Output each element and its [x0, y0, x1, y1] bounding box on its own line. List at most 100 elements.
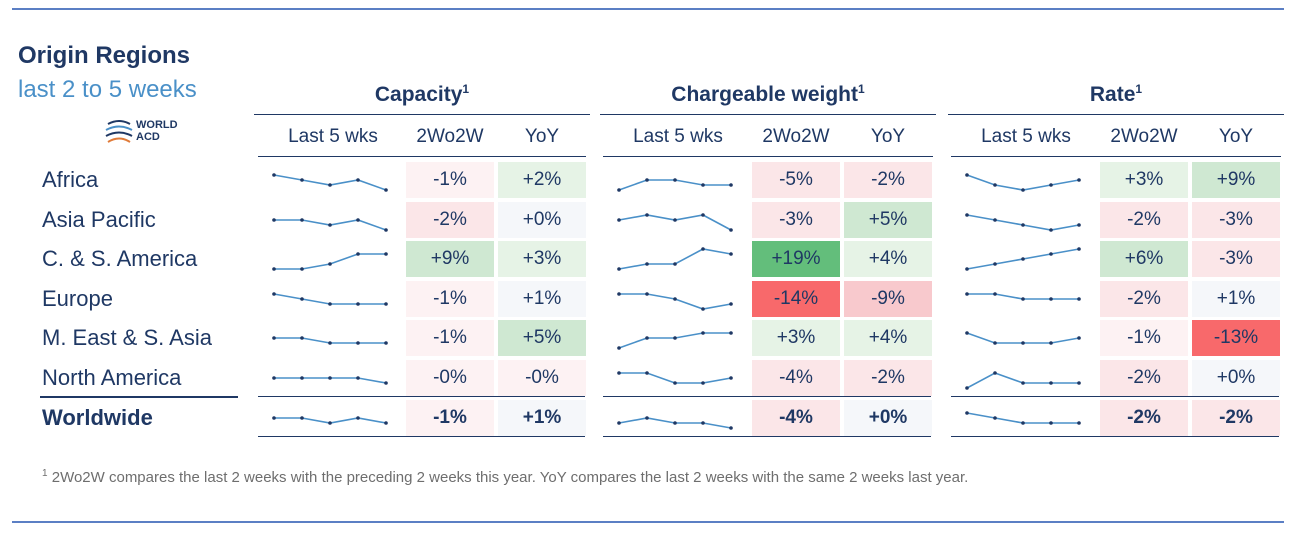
sparkline-point — [328, 421, 332, 425]
col-header-last5: Last 5 wks — [633, 126, 723, 147]
sparkline-point — [729, 302, 733, 306]
sparkline-point — [300, 416, 304, 420]
sparkline-point — [701, 331, 705, 335]
sparkline-line — [966, 372, 1079, 389]
sparkline-capacity — [272, 252, 388, 271]
sparkline-point — [729, 228, 733, 232]
sparkline-point — [965, 213, 969, 217]
sparkline-point — [1077, 178, 1081, 182]
capacity-wow-cell: -1% — [406, 320, 494, 356]
sparkline-point — [384, 188, 388, 192]
rate-yoy-cell: +0% — [1192, 360, 1280, 396]
sparkline-point — [965, 267, 969, 271]
capacity-wow-cell: -1% — [406, 400, 494, 436]
sparkline-point — [384, 381, 388, 385]
sparkline-rate — [965, 411, 1081, 425]
sparkline-point — [1049, 381, 1053, 385]
sparkline-point — [965, 411, 969, 415]
sparkline-capacity — [272, 336, 388, 345]
sparkline-point — [356, 218, 360, 222]
sparkline-point — [328, 376, 332, 380]
sparkline-point — [328, 341, 332, 345]
rate-yoy-cell: -3% — [1192, 202, 1280, 238]
sparkline-weight — [617, 416, 733, 430]
sparkline-point — [328, 262, 332, 266]
sparkline-point — [645, 336, 649, 340]
weight-yoy-cell: -2% — [844, 360, 932, 396]
sparkline-point — [300, 218, 304, 222]
capacity-yoy-cell: +1% — [498, 281, 586, 317]
sparkline-point — [300, 178, 304, 182]
sparkline-point — [645, 178, 649, 182]
weight-wow-cell: +3% — [752, 320, 840, 356]
worldwide-bottom-line — [405, 436, 585, 437]
sparkline-point — [356, 416, 360, 420]
capacity-yoy-cell: +3% — [498, 241, 586, 277]
col-header-last5: Last 5 wks — [981, 126, 1071, 147]
sparkline-point — [384, 228, 388, 232]
rate-yoy-cell: +9% — [1192, 162, 1280, 198]
sparkline-weight — [617, 292, 733, 311]
sparkline-point — [645, 416, 649, 420]
sparkline-point — [729, 426, 733, 430]
capacity-wow-cell: +9% — [406, 241, 494, 277]
sparkline-point — [965, 331, 969, 335]
sparkline-line — [966, 174, 1080, 191]
col-header-2wo2w: 2Wo2W — [762, 126, 830, 147]
sparkline-point — [617, 421, 621, 425]
sparkline-point — [673, 297, 677, 301]
page-title: Origin Regions — [18, 42, 191, 69]
logo-text: WORLD ACD — [136, 119, 178, 143]
sparkline-weight — [617, 213, 733, 232]
weight-yoy-cell: +5% — [844, 202, 932, 238]
weight-yoy-cell: +0% — [844, 400, 932, 436]
col-header-yoy: YoY — [870, 126, 906, 147]
sparkline-point — [272, 173, 276, 177]
sparkline-capacity — [272, 218, 388, 232]
sparkline-rate — [965, 331, 1081, 345]
sparkline-line — [618, 332, 731, 349]
region-label: Africa — [42, 167, 99, 192]
sparkline-point — [1049, 183, 1053, 187]
sparkline-point — [1021, 188, 1025, 192]
weight-yoy-cell: -9% — [844, 281, 932, 317]
sparkline-point — [701, 213, 705, 217]
sparkline-point — [729, 376, 733, 380]
sparkline-line — [273, 174, 387, 191]
sparkline-point — [272, 267, 276, 271]
sparkline-point — [617, 188, 621, 192]
sparkline-point — [328, 302, 332, 306]
sparkline-point — [1021, 381, 1025, 385]
sparkline-point — [617, 267, 621, 271]
group-title-capacity: Capacity1 — [374, 82, 470, 106]
sparkline-point — [1049, 252, 1053, 256]
worldwide-top-line — [603, 396, 753, 397]
sparkline-point — [993, 262, 997, 266]
sparkline-point — [1077, 336, 1081, 340]
worldwide-top-line — [258, 396, 408, 397]
bottom-rule — [12, 521, 1284, 523]
weight-yoy-cell: +4% — [844, 241, 932, 277]
worldwide-bottom-line — [258, 436, 408, 437]
sparkline-rate — [965, 173, 1081, 192]
sparkline-point — [1049, 341, 1053, 345]
sparkline-line — [618, 248, 732, 270]
sparkline-point — [617, 371, 621, 375]
capacity-wow-cell: -1% — [406, 162, 494, 198]
sparkline-point — [673, 336, 677, 340]
weight-yoy-cell: -2% — [844, 162, 932, 198]
sparkline-line — [966, 214, 1080, 231]
sparkline-point — [701, 307, 705, 311]
group-title-rate: Rate1 — [1089, 82, 1143, 106]
sparkline-point — [1021, 257, 1025, 261]
sparkline-point — [673, 421, 677, 425]
world-acd-logo: WORLD ACD — [104, 116, 194, 150]
worldwide-top-line — [951, 396, 1101, 397]
sparkline-point — [673, 178, 677, 182]
col-header-line — [603, 156, 933, 157]
sparkline-capacity — [272, 416, 388, 425]
sparkline-point — [1049, 228, 1053, 232]
rate-wow-cell: -2% — [1100, 360, 1188, 396]
region-label: Europe — [42, 286, 113, 311]
region-label: Asia Pacific — [42, 207, 156, 232]
